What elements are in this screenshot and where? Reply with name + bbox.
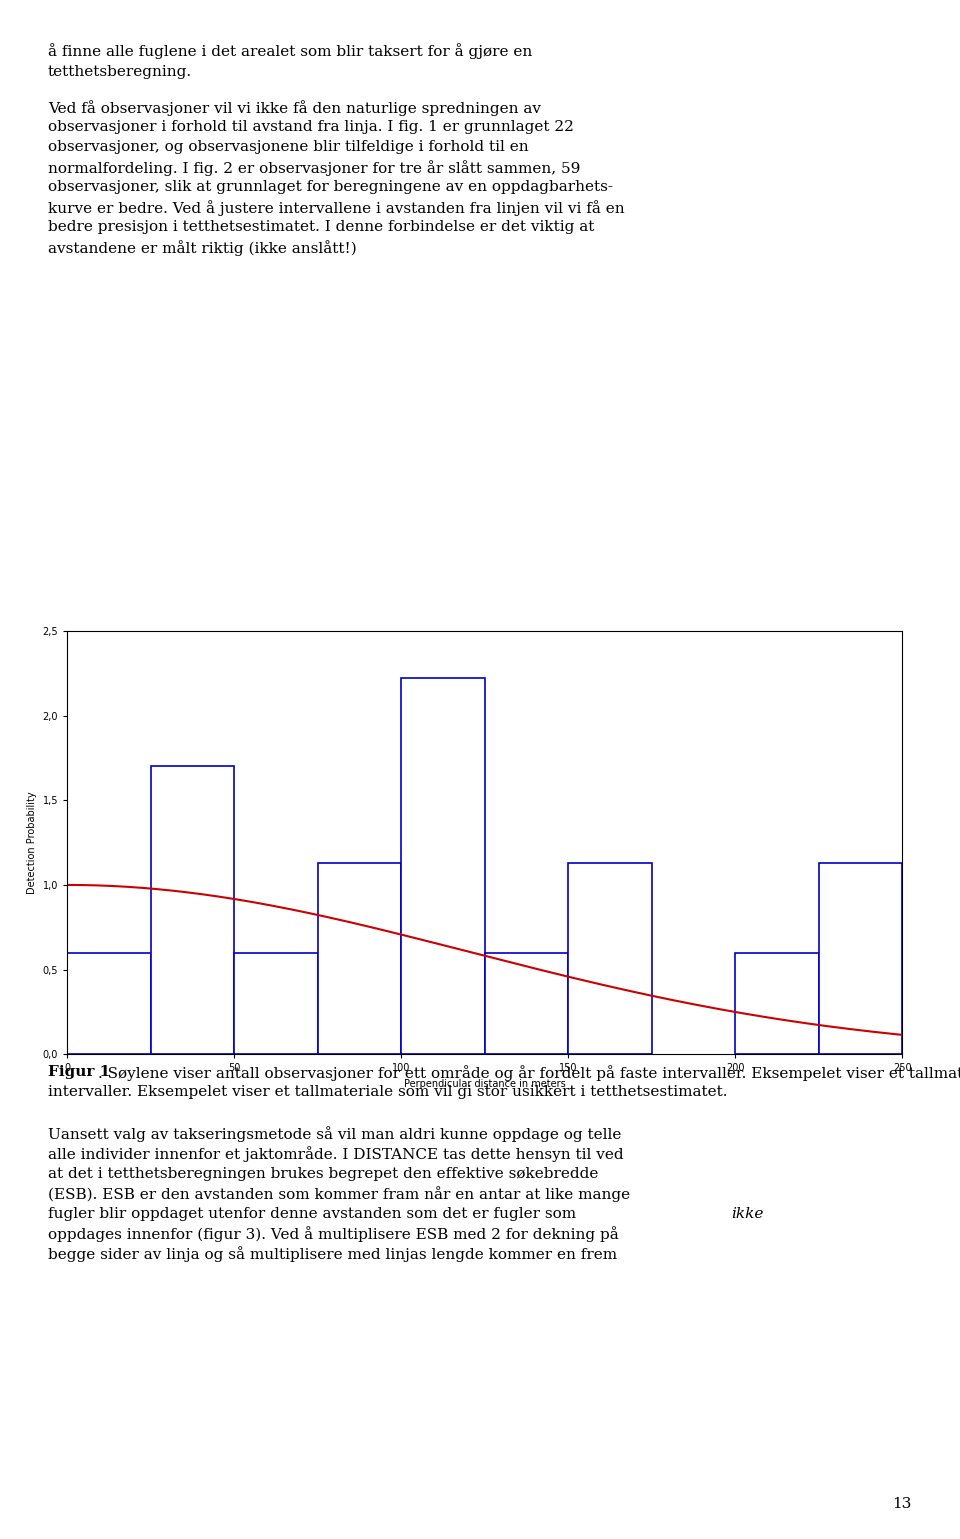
Text: Ved få observasjoner vil vi ikke få den naturlige spredningen av: Ved få observasjoner vil vi ikke få den … <box>48 100 541 115</box>
Text: begge sider av linja og så multiplisere med linjas lengde kommer en frem: begge sider av linja og så multiplisere … <box>48 1247 617 1262</box>
FancyBboxPatch shape <box>151 766 234 1054</box>
Text: å finne alle fuglene i det arealet som blir taksert for å gjøre en: å finne alle fuglene i det arealet som b… <box>48 43 532 58</box>
Text: observasjoner i forhold til avstand fra linja. I fig. 1 er grunnlaget 22: observasjoner i forhold til avstand fra … <box>48 120 574 134</box>
FancyBboxPatch shape <box>318 863 401 1054</box>
Text: intervaller. Eksempelet viser et tallmateriale som vil gi stor usikkert i tetthe: intervaller. Eksempelet viser et tallmat… <box>48 1085 728 1099</box>
Text: Uansett valg av takseringsmetode så vil man aldri kunne oppdage og telle: Uansett valg av takseringsmetode så vil … <box>48 1127 621 1142</box>
FancyBboxPatch shape <box>401 679 485 1054</box>
Y-axis label: Detection Probability: Detection Probability <box>27 791 37 894</box>
Text: at det i tetthetsberegningen brukes begrepet den effektive søkebredde: at det i tetthetsberegningen brukes begr… <box>48 1167 598 1180</box>
Text: ikke: ikke <box>732 1207 764 1220</box>
Text: fugler blir oppdaget utenfor denne avstanden som det er fugler som: fugler blir oppdaget utenfor denne avsta… <box>48 1207 581 1220</box>
FancyBboxPatch shape <box>67 953 151 1054</box>
Text: . Søylene viser antall observasjoner for ett område og år fordelt på faste inter: . Søylene viser antall observasjoner for… <box>98 1065 960 1080</box>
Text: 13: 13 <box>893 1497 912 1511</box>
Text: observasjoner, slik at grunnlaget for beregningene av en oppdagbarhets-: observasjoner, slik at grunnlaget for be… <box>48 180 613 194</box>
Text: avstandene er målt riktig (ikke anslått!): avstandene er målt riktig (ikke anslått!… <box>48 240 357 255</box>
Text: Figur 1: Figur 1 <box>48 1065 110 1079</box>
FancyBboxPatch shape <box>568 863 652 1054</box>
Text: oppdages innenfor (figur 3). Ved å multiplisere ESB med 2 for dekning på: oppdages innenfor (figur 3). Ved å multi… <box>48 1227 619 1242</box>
Text: tetthetsberegning.: tetthetsberegning. <box>48 65 192 78</box>
Text: alle individer innenfor et jaktområde. I DISTANCE tas dette hensyn til ved: alle individer innenfor et jaktområde. I… <box>48 1147 624 1162</box>
Text: kurve er bedre. Ved å justere intervallene i avstanden fra linjen vil vi få en: kurve er bedre. Ved å justere intervalle… <box>48 200 625 215</box>
Text: observasjoner, og observasjonene blir tilfeldige i forhold til en: observasjoner, og observasjonene blir ti… <box>48 140 529 154</box>
FancyBboxPatch shape <box>234 953 318 1054</box>
Text: (ESB). ESB er den avstanden som kommer fram når en antar at like mange: (ESB). ESB er den avstanden som kommer f… <box>48 1187 630 1202</box>
X-axis label: Perpendicular distance in meters: Perpendicular distance in meters <box>404 1079 565 1088</box>
FancyBboxPatch shape <box>819 863 902 1054</box>
Text: normalfordeling. I fig. 2 er observasjoner for tre år slått sammen, 59: normalfordeling. I fig. 2 er observasjon… <box>48 160 581 175</box>
FancyBboxPatch shape <box>485 953 568 1054</box>
Text: bedre presisjon i tetthetsestimatet. I denne forbindelse er det viktig at: bedre presisjon i tetthetsestimatet. I d… <box>48 220 594 234</box>
FancyBboxPatch shape <box>735 953 819 1054</box>
